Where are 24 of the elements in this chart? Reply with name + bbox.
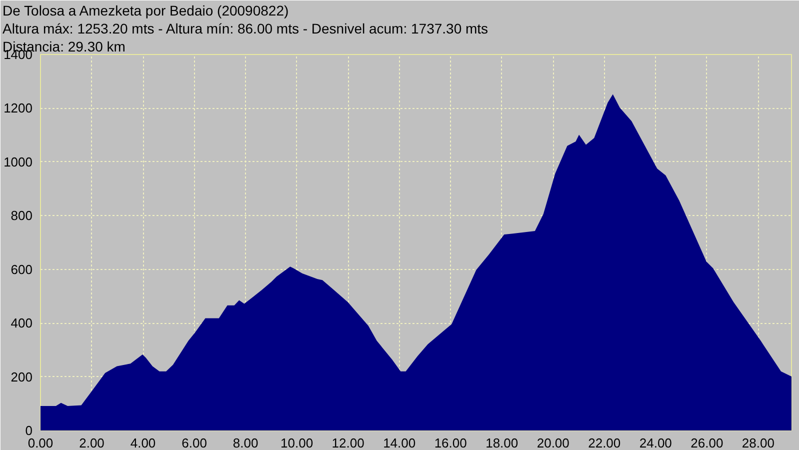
x-tick-label: 4.00 bbox=[130, 436, 156, 450]
x-tick-label: 16.00 bbox=[434, 436, 467, 450]
x-tick-label: 28.00 bbox=[742, 436, 774, 450]
y-tick-label: 400 bbox=[10, 316, 33, 331]
x-tick-label: 26.00 bbox=[690, 436, 724, 450]
x-tick-label: 22.00 bbox=[588, 436, 621, 450]
y-tick-label: 200 bbox=[10, 369, 33, 384]
x-tick-label: 0.00 bbox=[28, 436, 54, 450]
x-tick-label: 8.00 bbox=[232, 436, 258, 450]
y-tick-label: 600 bbox=[10, 262, 33, 277]
x-tick-label: 24.00 bbox=[639, 436, 672, 450]
y-tick-label: 0 bbox=[25, 423, 33, 438]
x-tick-label: 6.00 bbox=[182, 436, 207, 450]
chart-title: De Tolosa a Amezketa por Bedaio (20090822) bbox=[2, 2, 289, 18]
x-tick-label: 18.00 bbox=[486, 436, 518, 450]
x-tick-label: 10.00 bbox=[280, 436, 314, 450]
y-tick-label: 800 bbox=[10, 208, 33, 224]
chart-subtitle: Altura máx: 1253.20 mts - Altura mín: 86.00 mts - Desnivel acum: 1737.30 mts bbox=[2, 20, 488, 36]
x-tick-label: 12.00 bbox=[332, 436, 364, 450]
x-tick-label: 14.00 bbox=[383, 436, 416, 450]
y-tick-label: 1000 bbox=[4, 154, 32, 170]
y-tick-label: 1200 bbox=[4, 100, 32, 116]
x-tick-label: 20.00 bbox=[536, 436, 570, 450]
x-tick-label: 2.00 bbox=[79, 436, 104, 450]
